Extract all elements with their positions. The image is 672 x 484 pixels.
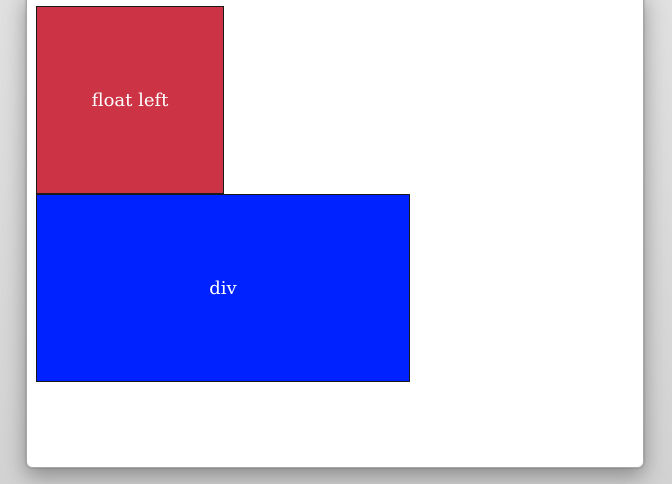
- div-label: div: [209, 277, 237, 299]
- div-box: div: [36, 194, 410, 382]
- float-left-box: float left: [36, 6, 224, 194]
- float-left-label: float left: [91, 89, 169, 111]
- browser-window: float left div: [26, 0, 644, 468]
